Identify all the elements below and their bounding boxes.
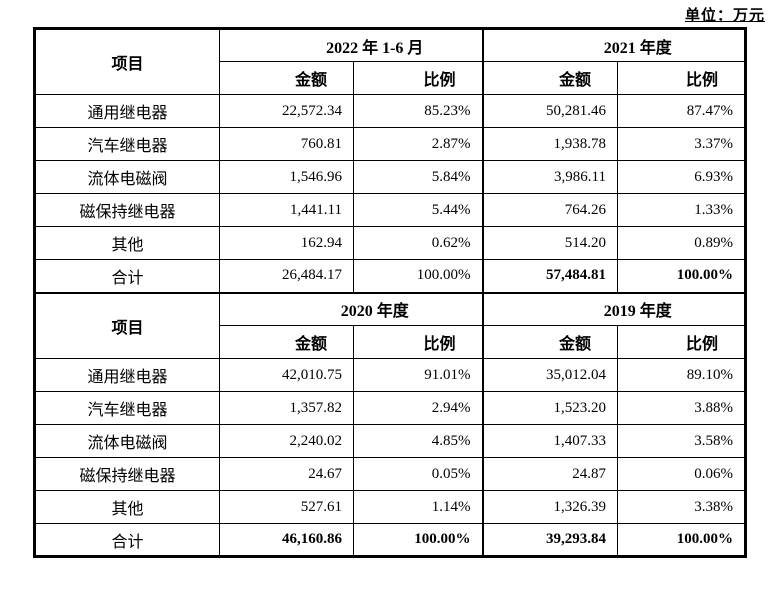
revenue-breakdown-table: 项目 2022 年 1-6 月 2021 年度 金额 比例 金额 比例 通用继电… — [33, 27, 748, 558]
amount-cell: 1,357.82 — [219, 391, 354, 425]
ratio-cell: 100.00% — [353, 259, 483, 293]
ratio-cell: 1.33% — [616, 193, 747, 227]
amount-cell: 1,407.33 — [481, 424, 618, 458]
ratio-cell: 3.38% — [616, 490, 747, 524]
ratio-cell: 6.93% — [616, 160, 747, 194]
ratio-column-header: 比例 — [353, 61, 483, 95]
row-label: 磁保持继电器 — [34, 457, 220, 491]
ratio-cell: 1.14% — [353, 490, 483, 524]
amount-cell: 26,484.17 — [219, 259, 354, 293]
table2-period-2019-header: 2019 年度 — [481, 291, 747, 326]
table-row: 流体电磁阀 1,546.96 5.84% 3,986.11 6.93% — [34, 160, 747, 194]
table-row: 磁保持继电器 24.67 0.05% 24.87 0.06% — [34, 457, 747, 491]
ratio-cell: 5.84% — [353, 160, 483, 194]
amount-cell: 42,010.75 — [219, 358, 354, 392]
table2-subheader-row: 金额 比例 金额 比例 — [35, 325, 747, 359]
table-row-total: 合计 26,484.17 100.00% 57,484.81 100.00% — [34, 259, 747, 293]
table-row: 流体电磁阀 2,240.02 4.85% 1,407.33 3.58% — [34, 424, 747, 458]
ratio-cell: 0.06% — [616, 457, 747, 491]
row-label: 合计 — [34, 523, 220, 557]
amount-cell: 46,160.86 — [219, 523, 354, 557]
amount-cell: 22,572.34 — [219, 94, 354, 128]
table-row: 其他 527.61 1.14% 1,326.39 3.38% — [34, 490, 747, 524]
ratio-cell: 100.00% — [353, 523, 483, 557]
table1-period-2022h1-header: 2022 年 1-6 月 — [219, 28, 483, 62]
ratio-column-header: 比例 — [616, 61, 747, 95]
row-label: 流体电磁阀 — [34, 160, 220, 194]
table2-item-column-header: 项目 — [34, 291, 220, 359]
amount-cell: 1,546.96 — [219, 160, 354, 194]
ratio-cell: 100.00% — [616, 259, 747, 293]
table-row: 其他 162.94 0.62% 514.20 0.89% — [34, 226, 747, 260]
ratio-cell: 3.88% — [616, 391, 747, 425]
row-label: 其他 — [34, 226, 220, 260]
ratio-cell: 0.62% — [353, 226, 483, 260]
table1-item-column-header: 项目 — [34, 28, 220, 95]
amount-cell: 3,986.11 — [481, 160, 618, 194]
amount-cell: 24.87 — [481, 457, 618, 491]
amount-column-header: 金额 — [219, 325, 354, 359]
table1-period-2021-header: 2021 年度 — [481, 28, 747, 62]
table-row-total: 合计 46,160.86 100.00% 39,293.84 100.00% — [34, 523, 747, 557]
ratio-cell: 5.44% — [353, 193, 483, 227]
row-label: 磁保持继电器 — [34, 193, 220, 227]
amount-cell: 1,938.78 — [481, 127, 618, 161]
amount-cell: 1,326.39 — [481, 490, 618, 524]
ratio-cell: 100.00% — [616, 523, 747, 557]
row-label: 通用继电器 — [34, 358, 220, 392]
amount-cell: 50,281.46 — [481, 94, 618, 128]
amount-cell: 527.61 — [219, 490, 354, 524]
table-row: 汽车继电器 1,357.82 2.94% 1,523.20 3.88% — [34, 391, 747, 425]
row-label: 流体电磁阀 — [34, 424, 220, 458]
ratio-cell: 0.05% — [353, 457, 483, 491]
amount-cell: 162.94 — [219, 226, 354, 260]
ratio-cell: 3.37% — [616, 127, 747, 161]
ratio-cell: 87.47% — [616, 94, 747, 128]
ratio-cell: 3.58% — [616, 424, 747, 458]
table-row: 磁保持继电器 1,441.11 5.44% 764.26 1.33% — [34, 193, 747, 227]
amount-cell: 57,484.81 — [481, 259, 618, 293]
amount-cell: 2,240.02 — [219, 424, 354, 458]
amount-cell: 514.20 — [481, 226, 618, 260]
row-label: 汽车继电器 — [34, 127, 220, 161]
amount-cell: 1,441.11 — [219, 193, 354, 227]
amount-cell: 24.67 — [219, 457, 354, 491]
ratio-cell: 2.94% — [353, 391, 483, 425]
ratio-cell: 85.23% — [353, 94, 483, 128]
table-row: 通用继电器 22,572.34 85.23% 50,281.46 87.47% — [34, 94, 747, 128]
table1-period-header-row: 项目 2022 年 1-6 月 2021 年度 — [34, 28, 747, 95]
amount-cell: 760.81 — [219, 127, 354, 161]
ratio-column-header: 比例 — [353, 325, 483, 359]
ratio-column-header: 比例 — [616, 325, 747, 359]
table2-period-2020-header: 2020 年度 — [219, 291, 483, 326]
amount-cell: 35,012.04 — [481, 358, 618, 392]
unit-label: 单位：万元 — [684, 8, 765, 24]
ratio-cell: 91.01% — [353, 358, 483, 392]
row-label: 汽车继电器 — [34, 391, 220, 425]
ratio-cell: 2.87% — [353, 127, 483, 161]
row-label: 通用继电器 — [34, 94, 220, 128]
amount-column-header: 金额 — [481, 325, 618, 359]
table-row: 通用继电器 42,010.75 91.01% 35,012.04 89.10% — [34, 358, 747, 392]
amount-cell: 764.26 — [481, 193, 618, 227]
amount-cell: 39,293.84 — [481, 523, 618, 557]
row-label: 合计 — [34, 259, 220, 293]
row-label: 其他 — [34, 490, 220, 524]
ratio-cell: 89.10% — [616, 358, 747, 392]
table-row: 汽车继电器 760.81 2.87% 1,938.78 3.37% — [34, 127, 747, 161]
ratio-cell: 0.89% — [616, 226, 747, 260]
table1-subheader-row: 金额 比例 金额 比例 — [35, 61, 747, 95]
amount-cell: 1,523.20 — [481, 391, 618, 425]
amount-column-header: 金额 — [481, 61, 618, 95]
table2-period-header-row: 项目 2020 年度 2019 年度 — [34, 291, 747, 359]
amount-column-header: 金额 — [219, 61, 354, 95]
ratio-cell: 4.85% — [353, 424, 483, 458]
